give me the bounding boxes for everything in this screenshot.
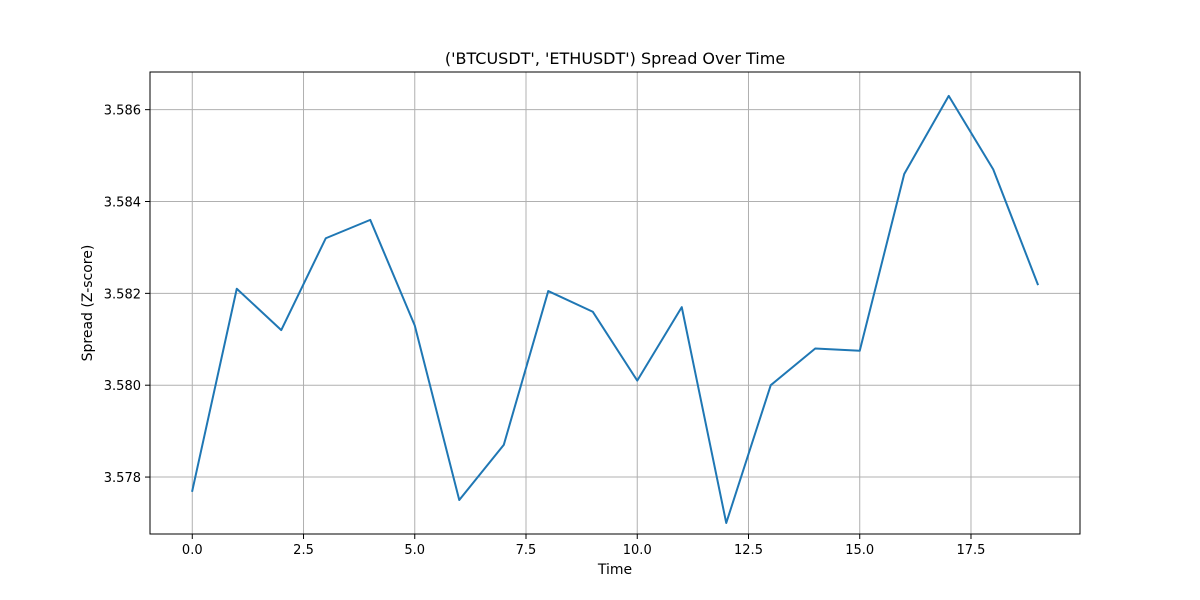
x-tick-label: 15.0 [845,543,874,558]
x-tick-label: 10.0 [623,543,652,558]
x-tick-label: 7.5 [516,543,537,558]
x-tick-label: 12.5 [734,543,763,558]
series-line [191,94,1040,524]
x-tick-label: 5.0 [404,543,425,558]
x-axis-label: Time [597,562,632,578]
x-tick-label: 2.5 [293,543,314,558]
y-tick-label: 3.580 [104,379,141,394]
y-tick-label: 3.582 [104,287,141,302]
y-axis-label: Spread (Z-score) [80,245,96,362]
x-tick-label: 17.5 [957,543,986,558]
tick-marks: 0.0 2.5 5.0 7.5 10.0 12.5 15.0 17.5 3.578 3.580 3.… [104,104,986,558]
chart-title: ('BTCUSDT', 'ETHUSDT') Spread Over Time [445,49,785,68]
plot-frame [149,71,1081,535]
y-tick-label: 3.584 [104,196,141,211]
y-tick-label: 3.586 [104,104,141,119]
x-tick-label: 0.0 [182,543,203,558]
series-layer [191,94,1040,524]
y-tick-label: 3.578 [104,471,141,486]
grid-lines [150,72,1080,534]
